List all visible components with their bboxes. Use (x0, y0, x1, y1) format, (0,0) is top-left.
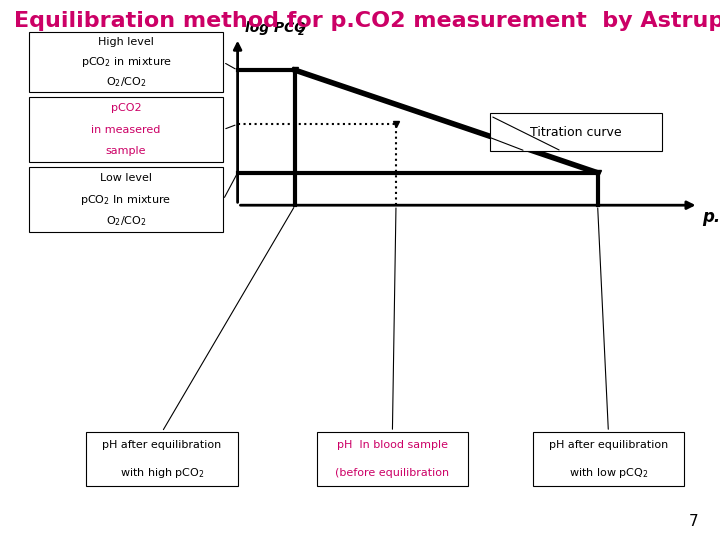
Text: with high pCO$_2$: with high pCO$_2$ (120, 465, 204, 480)
Text: pCO2: pCO2 (111, 103, 141, 113)
Text: O$_2$/CO$_2$: O$_2$/CO$_2$ (106, 75, 146, 89)
Text: High level: High level (98, 37, 154, 48)
Bar (490, 113, 662, 151)
Text: (before equilibration: (before equilibration (336, 468, 449, 477)
Bar (29, 32, 223, 92)
Text: Equilibration method for p.CO2 measurement  by Astrup: Equilibration method for p.CO2 measureme… (14, 11, 720, 31)
Text: with low pCQ$_2$: with low pCQ$_2$ (569, 465, 648, 480)
Bar (317, 432, 468, 486)
Bar (29, 167, 223, 232)
Text: pH  In blood sample: pH In blood sample (337, 441, 448, 450)
Text: 7: 7 (689, 514, 698, 529)
Text: pCO$_2$ In mixture: pCO$_2$ In mixture (81, 193, 171, 207)
Text: Titration curve: Titration curve (530, 126, 622, 139)
Text: pH after equilibration: pH after equilibration (549, 441, 668, 450)
Bar (29, 97, 223, 162)
Bar (86, 432, 238, 486)
Text: sample: sample (106, 146, 146, 156)
Text: Low level: Low level (100, 173, 152, 183)
Text: O$_2$/CO$_2$: O$_2$/CO$_2$ (106, 214, 146, 228)
Text: log PCO: log PCO (245, 21, 306, 35)
Text: p.H: p.H (702, 208, 720, 226)
Text: in measered: in measered (91, 125, 161, 134)
Bar (533, 432, 684, 486)
Text: pH after equilibration: pH after equilibration (102, 441, 222, 450)
Text: pCO$_2$ in mixture: pCO$_2$ in mixture (81, 55, 171, 69)
Text: 2: 2 (298, 26, 305, 37)
